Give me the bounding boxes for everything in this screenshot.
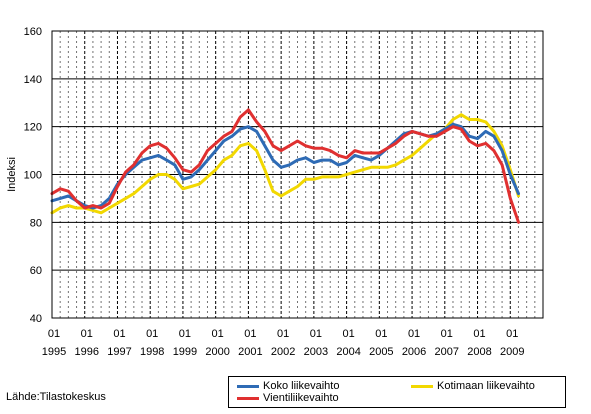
x-tick-month: 01 [310,328,322,340]
x-tick-month: 01 [48,328,60,340]
y-tick-label: 140 [24,74,42,86]
legend-swatch-vienti [237,397,259,400]
plot-frame [51,30,544,319]
x-tick-month: 01 [473,328,485,340]
x-tick-month: 01 [375,328,387,340]
legend-label-vienti: Vientiliikevaihto [263,392,339,404]
x-axis-ticks: 01 1995 01 1996 01 1997 01 1998 01 1999 01 2000 01 20… [42,328,525,358]
x-tick-month: 01 [81,328,93,340]
legend-swatch-kotimaa [411,385,433,388]
x-tick-year: 2000 [205,346,229,358]
x-tick-year: 2006 [402,346,426,358]
series-lines [50,108,520,224]
x-tick-month: 01 [506,328,518,340]
y-tick-label: 60 [30,265,42,277]
legend-label-kotimaa: Kotimaan liikevaihto [437,380,535,392]
x-tick-year: 2001 [238,346,262,358]
x-tick-year: 1999 [173,346,197,358]
x-tick-month: 01 [113,328,125,340]
y-axis-ticks: 40 60 80 100 120 140 160 [24,26,42,325]
x-tick-year: 1997 [107,346,131,358]
x-tick-year: 2009 [500,346,524,358]
x-tick-month: 01 [146,328,158,340]
y-tick-label: 40 [30,313,42,325]
x-tick-month: 01 [179,328,191,340]
x-tick-month: 01 [212,328,224,340]
x-tick-year: 2007 [435,346,459,358]
legend: Koko liikevaihto Vientiliikevaihto Kotim… [228,376,566,408]
x-tick-year: 2005 [369,346,393,358]
legend-label-koko: Koko liikevaihto [263,380,340,392]
y-tick-label: 120 [24,122,42,134]
series-line-1 [50,108,520,224]
x-tick-year: 1998 [140,346,164,358]
x-tick-month: 01 [408,328,420,340]
y-tick-label: 100 [24,170,42,182]
x-tick-month: 01 [342,328,354,340]
grid [52,31,543,318]
x-tick-year: 2003 [304,346,328,358]
y-tick-label: 80 [30,217,42,229]
series-line-0 [50,122,520,210]
y-axis-label: Indeksi [6,157,18,192]
legend-swatch-koko [237,385,259,388]
x-tick-month: 01 [244,328,256,340]
x-tick-year: 1995 [42,346,66,358]
x-tick-month: 01 [277,328,289,340]
x-tick-year: 2002 [271,346,295,358]
x-tick-year: 2008 [467,346,491,358]
x-tick-year: 2004 [336,346,360,358]
x-tick-year: 1996 [74,346,98,358]
x-tick-month: 01 [441,328,453,340]
source-note: Lähde:Tilastokeskus [6,391,106,403]
y-tick-label: 160 [24,26,42,38]
